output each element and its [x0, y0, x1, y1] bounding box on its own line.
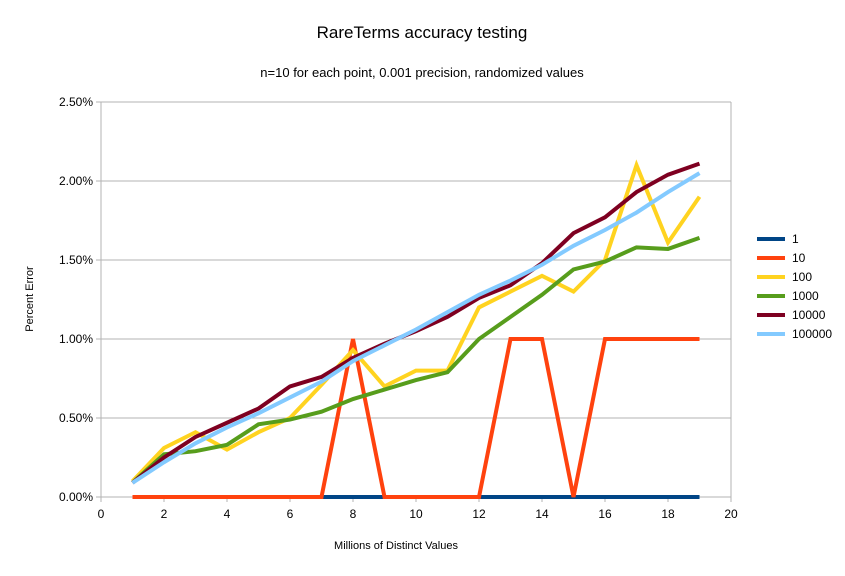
x-tick-label: 2	[161, 507, 168, 521]
y-tick-label: 1.00%	[59, 332, 93, 346]
x-tick-label: 16	[598, 507, 612, 521]
x-tick-label: 8	[350, 507, 357, 521]
x-tick-label: 6	[287, 507, 294, 521]
x-tick-label: 14	[535, 507, 549, 521]
y-tick-label: 2.00%	[59, 174, 93, 188]
x-tick-label: 10	[409, 507, 423, 521]
x-tick-label: 20	[724, 507, 738, 521]
legend-label: 10	[792, 251, 806, 265]
x-axis-label: Millions of Distinct Values	[334, 540, 458, 552]
chart-title: RareTerms accuracy testing	[317, 23, 528, 42]
series-line-100000	[131, 171, 701, 485]
y-tick-label: 0.50%	[59, 411, 93, 425]
y-axis-label: Percent Error	[24, 266, 36, 332]
series-line-1000	[131, 235, 701, 485]
legend-label: 100000	[792, 327, 832, 341]
series-line-10000	[131, 161, 701, 485]
legend-label: 1	[792, 232, 799, 246]
y-tick-label: 0.00%	[59, 490, 93, 504]
legend-label: 100	[792, 270, 812, 284]
legend-label: 10000	[792, 308, 826, 322]
x-tick-label: 18	[661, 507, 675, 521]
x-tick-label: 0	[98, 507, 105, 521]
chart-subtitle: n=10 for each point, 0.001 precision, ra…	[260, 65, 584, 80]
y-tick-label: 2.50%	[59, 95, 93, 109]
y-tick-label: 1.50%	[59, 253, 93, 267]
legend-label: 1000	[792, 289, 819, 303]
x-tick-label: 12	[472, 507, 486, 521]
x-tick-label: 4	[224, 507, 231, 521]
series-line-10	[132, 337, 700, 499]
